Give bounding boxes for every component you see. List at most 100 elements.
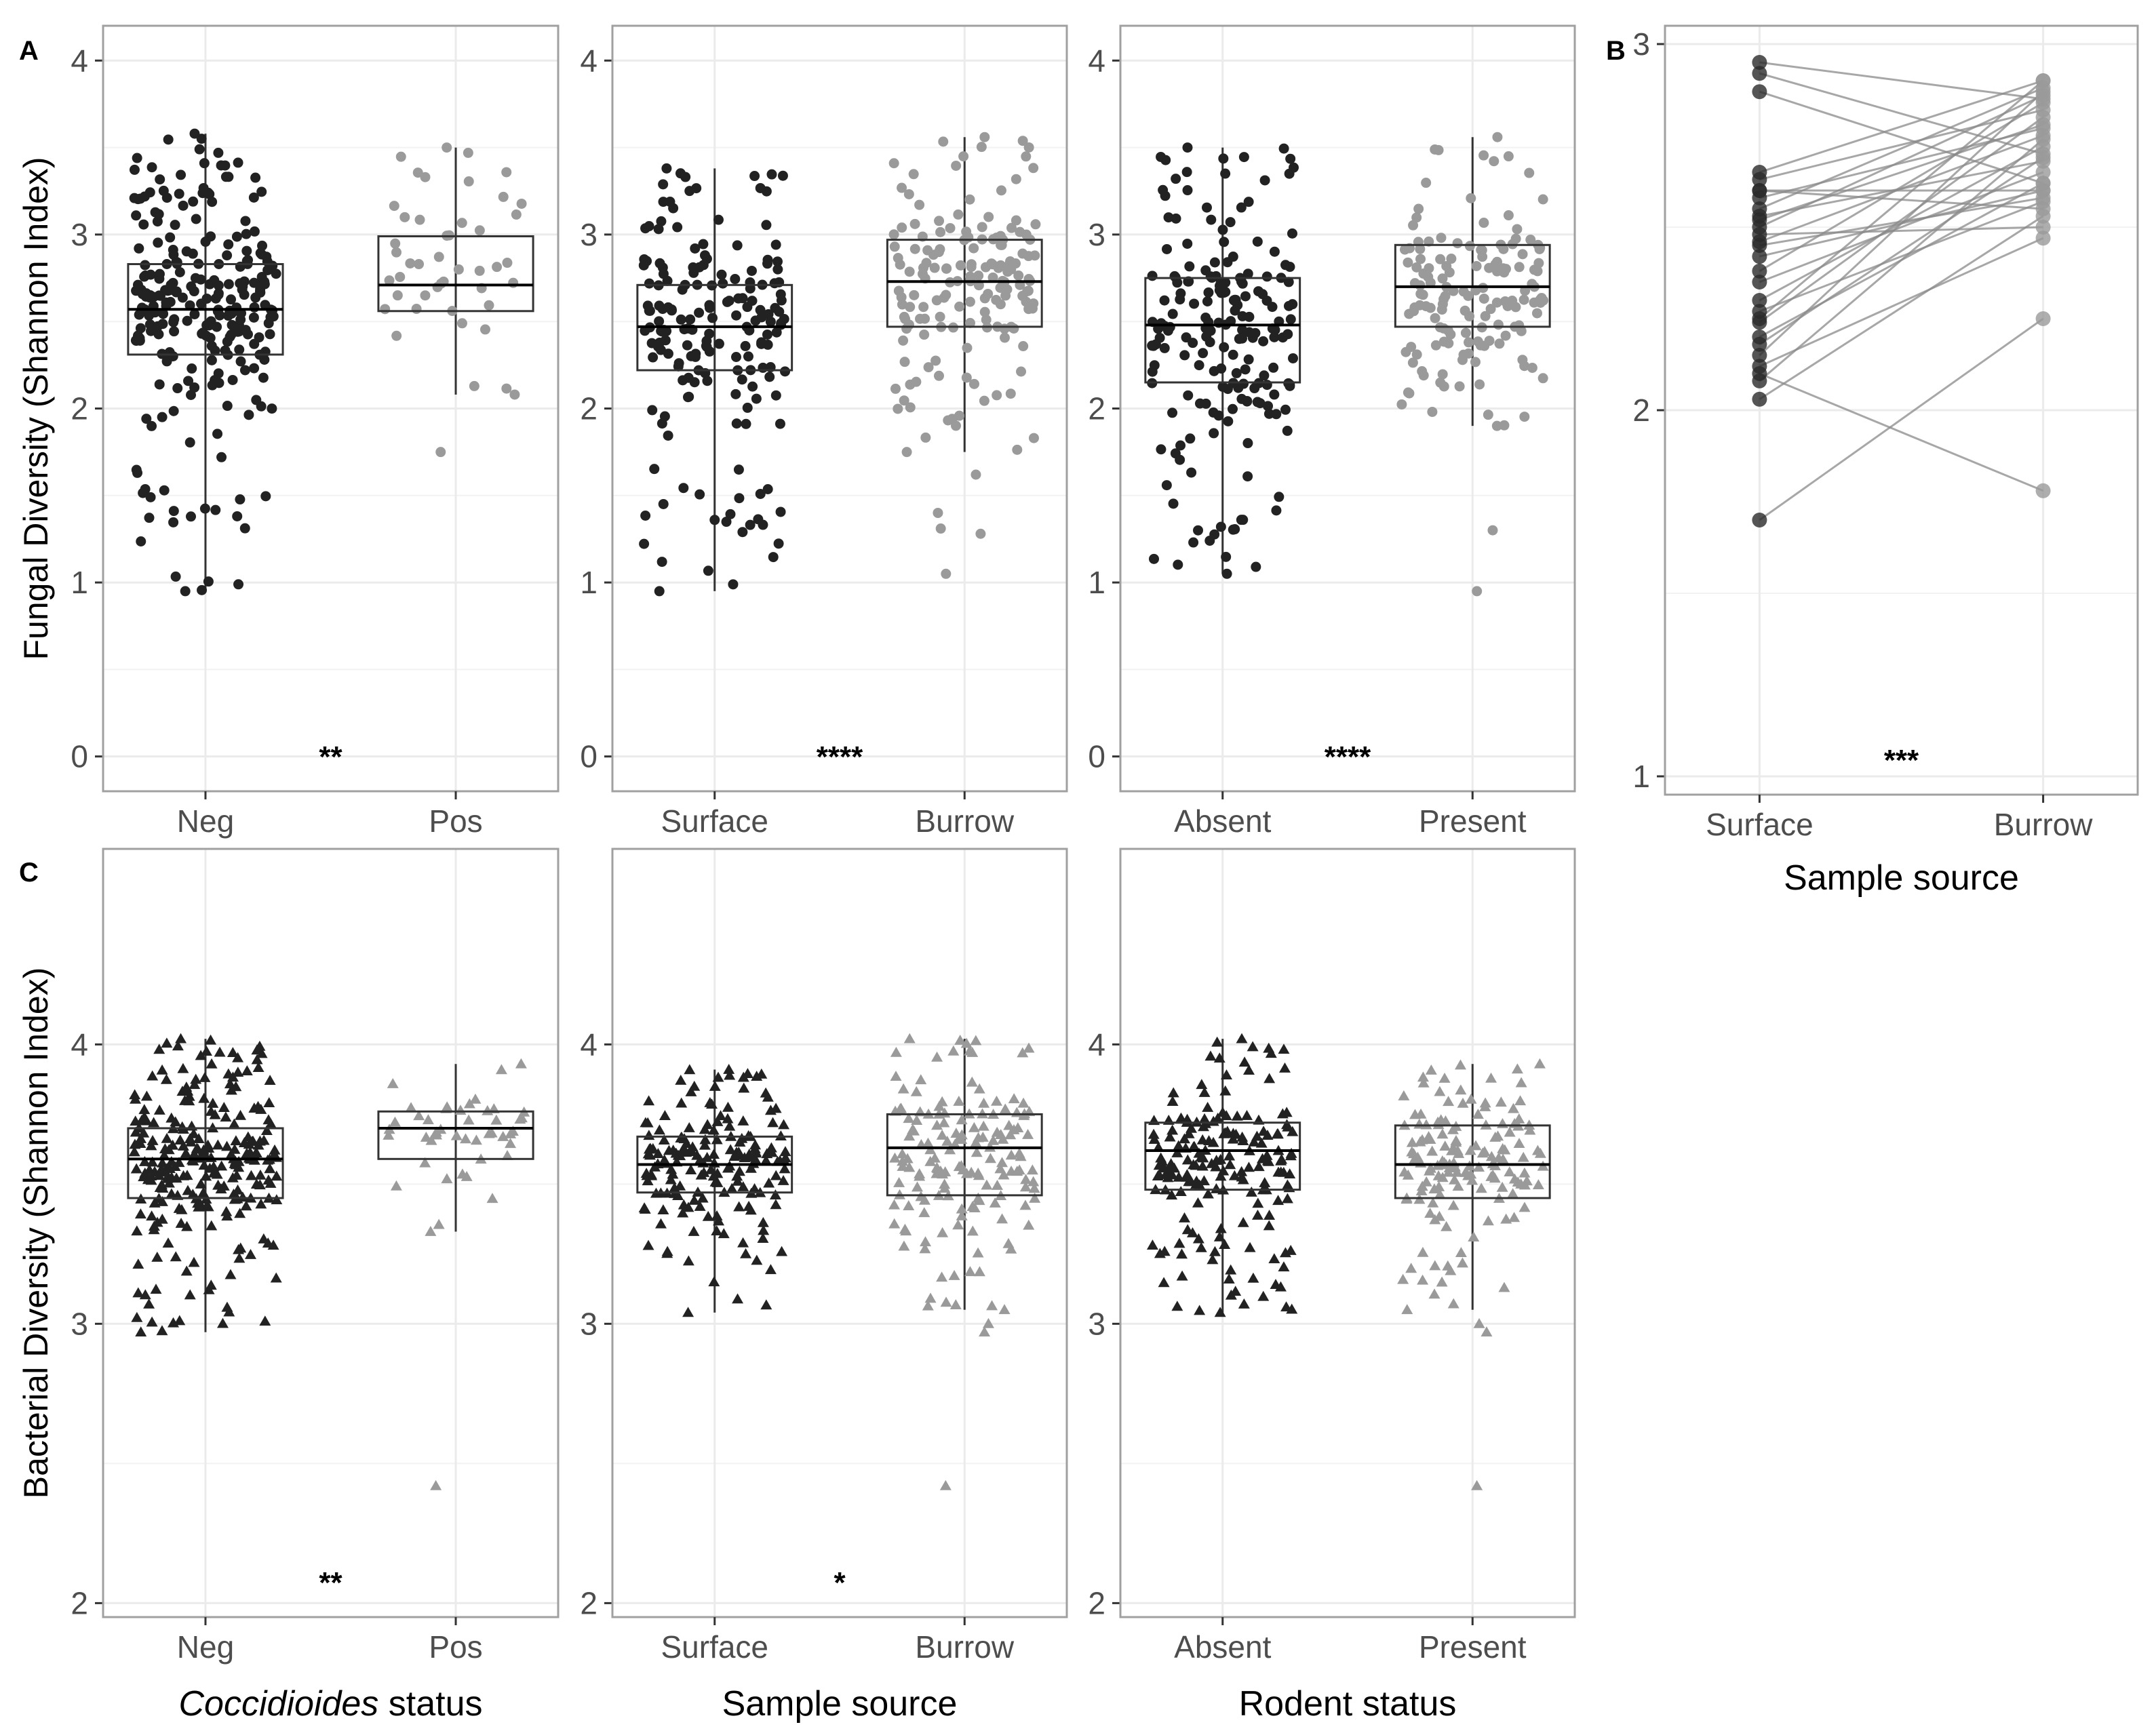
- data-point: [1283, 277, 1294, 287]
- outlier-point: [435, 447, 446, 458]
- data-point: [673, 361, 684, 372]
- data-point: [730, 352, 741, 363]
- data-point: [1150, 339, 1161, 350]
- data-point: [1405, 1262, 1417, 1273]
- data-point: [1439, 1140, 1451, 1151]
- data-point: [1287, 1126, 1299, 1136]
- data-point: [749, 171, 760, 182]
- data-point: [1497, 1142, 1509, 1153]
- data-point: [1167, 1087, 1179, 1098]
- data-point: [940, 1296, 952, 1307]
- data-point: [703, 565, 713, 576]
- data-point: [262, 1114, 275, 1125]
- data-point: [1507, 1102, 1519, 1113]
- data-point: [889, 241, 900, 252]
- x-tick-label: Surface: [661, 803, 768, 839]
- data-point: [711, 1116, 724, 1126]
- outlier-point: [1472, 586, 1483, 597]
- data-point: [1280, 404, 1291, 415]
- data-point: [231, 1169, 243, 1180]
- data-point: [995, 260, 1006, 271]
- data-point: [202, 1139, 214, 1150]
- data-point: [1188, 1159, 1200, 1170]
- data-point: [911, 1181, 923, 1192]
- data-point: [264, 1163, 276, 1174]
- data-point: [159, 485, 170, 496]
- outlier-point: [1471, 1479, 1483, 1490]
- data-point: [688, 1226, 700, 1236]
- data-point: [129, 164, 140, 175]
- panel-a1: 0 1 2 3 4 Neg Pos ** Fungal Diversity (Shannon I…: [17, 24, 560, 839]
- data-point: [1413, 203, 1424, 214]
- data-point: [1220, 168, 1231, 179]
- data-point: [918, 302, 929, 313]
- data-point: [1194, 1305, 1206, 1315]
- data-point: [207, 1097, 219, 1108]
- data-point: [776, 295, 787, 306]
- data-point: [656, 216, 667, 226]
- data-point: [1525, 235, 1536, 245]
- x-tick-label: Neg: [177, 803, 234, 839]
- data-point: [200, 1170, 212, 1181]
- data-point: [1198, 1086, 1211, 1097]
- data-point: [1436, 304, 1447, 315]
- data-point: [677, 1207, 689, 1218]
- data-point: [756, 337, 767, 348]
- data-point: [220, 1111, 232, 1122]
- data-point: [1013, 1164, 1025, 1175]
- data-point: [390, 238, 401, 249]
- data-point: [961, 372, 972, 383]
- data-point: [986, 1300, 998, 1311]
- data-point: [1005, 389, 1016, 399]
- data-point: [1435, 254, 1446, 264]
- data-point: [910, 1086, 922, 1096]
- data-point: [896, 1148, 908, 1159]
- data-point: [405, 258, 416, 268]
- x-tick-label: Present: [1419, 1629, 1527, 1665]
- y-tick-label: 4: [1088, 43, 1105, 78]
- data-point: [145, 492, 156, 502]
- data-point: [672, 1190, 684, 1200]
- data-point: [205, 1220, 218, 1231]
- y-tick-label: 3: [580, 1306, 597, 1341]
- data-point: [486, 1193, 498, 1203]
- data-point: [1411, 349, 1422, 360]
- data-point: [643, 1130, 655, 1140]
- data-point: [1491, 297, 1502, 308]
- data-point: [1192, 1197, 1204, 1208]
- data-point: [699, 250, 710, 261]
- data-point: [1234, 334, 1244, 344]
- data-point: [198, 1092, 210, 1103]
- data-point: [1210, 1161, 1222, 1172]
- pair-line: [1759, 317, 2044, 521]
- data-point: [1269, 389, 1280, 400]
- data-point: [1513, 1138, 1525, 1148]
- surface-point: [1752, 293, 1767, 308]
- data-point: [917, 268, 928, 279]
- data-point: [976, 142, 987, 153]
- surface-point: [1752, 348, 1767, 363]
- data-point: [1285, 153, 1296, 164]
- data-point: [1413, 1118, 1426, 1129]
- data-point: [1480, 311, 1491, 321]
- data-point: [968, 1121, 980, 1132]
- data-point: [1537, 194, 1548, 205]
- data-point: [647, 1142, 659, 1153]
- data-point: [931, 1119, 943, 1130]
- data-point: [271, 1170, 283, 1181]
- y-tick-label: 0: [71, 739, 88, 774]
- y-tick-label: 2: [1088, 391, 1105, 426]
- panel-c2: 2 3 4 Surface Burrow * Sample source: [580, 848, 1068, 1724]
- data-point: [1449, 1174, 1461, 1185]
- data-point: [1272, 1128, 1284, 1139]
- burrow-point: [2035, 190, 2051, 205]
- data-point: [156, 1325, 168, 1336]
- data-point: [158, 1149, 170, 1160]
- data-point: [728, 579, 739, 590]
- data-point: [189, 309, 200, 319]
- data-point: [497, 1130, 509, 1141]
- data-point: [1238, 1056, 1251, 1067]
- data-point: [213, 368, 224, 379]
- data-point: [1482, 1215, 1494, 1226]
- data-point: [1438, 294, 1449, 304]
